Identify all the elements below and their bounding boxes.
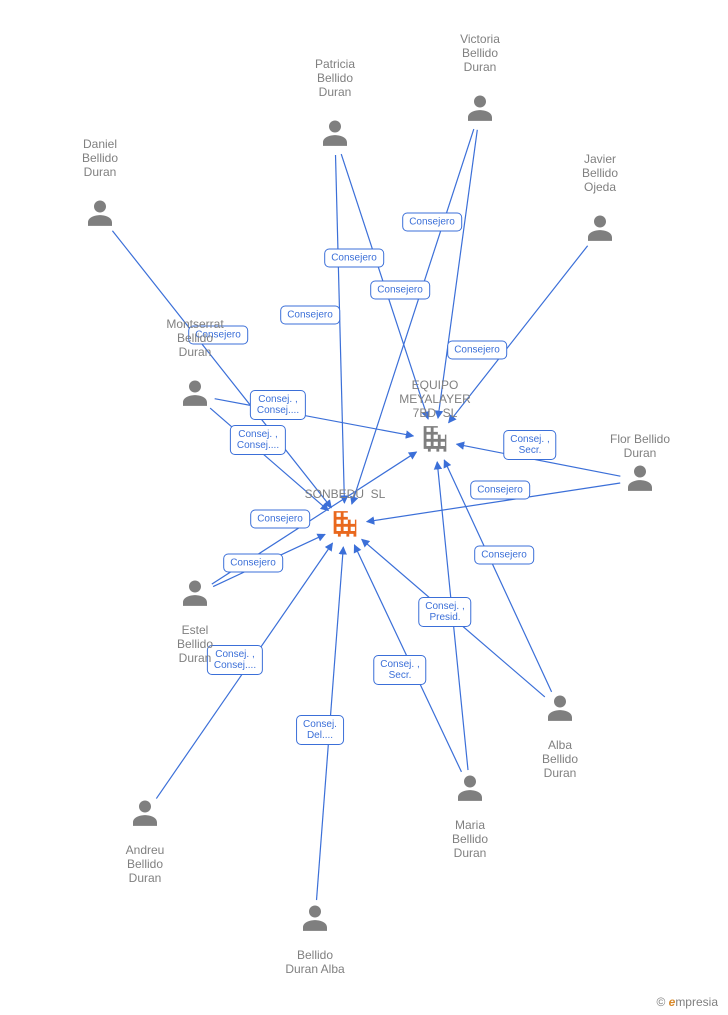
edge-label-montserrat-sonbedu: Consej. , Consej....	[230, 425, 286, 455]
edge-label-alba-sonbedu: Consej. , Presid.	[418, 597, 471, 627]
node-label-montserrat: Montserrat Bellido Duran	[166, 317, 223, 359]
building-icon[interactable]	[328, 506, 362, 545]
edge-label-victoria-equipo: Consejero	[402, 213, 462, 232]
person-icon[interactable]	[454, 772, 486, 809]
node-label-flor: Flor Bellido Duran	[610, 432, 670, 460]
node-label-estel: Estel Bellido Duran	[177, 623, 213, 665]
node-label-alba: Alba Bellido Duran	[542, 738, 578, 780]
node-label-daniel: Daniel Bellido Duran	[82, 137, 118, 179]
credit: © empresia	[656, 995, 718, 1009]
edge-label-patricia-sonbedu: Consejero	[280, 306, 340, 325]
node-label-javier: Javier Bellido Ojeda	[582, 152, 618, 194]
edge-label-andreu-sonbedu: Consej. , Consej....	[207, 645, 263, 675]
person-icon[interactable]	[464, 92, 496, 129]
node-label-bellido_da: Bellido Duran Alba	[285, 948, 344, 976]
credit-copyright: ©	[656, 995, 665, 1009]
person-icon[interactable]	[179, 577, 211, 614]
edge-daniel-sonbedu	[112, 231, 331, 508]
credit-brand-rest: mpresia	[675, 995, 718, 1009]
edge-label-javier-equipo: Consejero	[447, 341, 507, 360]
node-label-maria: Maria Bellido Duran	[452, 818, 488, 860]
edge-label-bellido_da-sonbedu: Consej. Del....	[296, 715, 344, 745]
person-icon[interactable]	[179, 377, 211, 414]
building-icon[interactable]	[418, 421, 452, 460]
person-icon[interactable]	[319, 117, 351, 154]
person-icon[interactable]	[584, 212, 616, 249]
edge-label-maria-sonbedu: Consej. , Secr.	[373, 655, 426, 685]
edge-label-victoria-sonbedu: Consejero	[370, 281, 430, 300]
person-icon[interactable]	[299, 902, 331, 939]
edge-patricia-sonbedu	[336, 155, 345, 503]
edge-label-patricia-equipo: Consejero	[324, 249, 384, 268]
edge-label-estel-sonbedu: Consejero	[223, 554, 283, 573]
edge-victoria-equipo	[438, 130, 477, 418]
edge-label-flor-sonbedu: Consejero	[470, 481, 530, 500]
node-label-victoria: Victoria Bellido Duran	[460, 32, 500, 74]
person-icon[interactable]	[84, 197, 116, 234]
edge-victoria-sonbedu	[352, 129, 474, 504]
person-icon[interactable]	[129, 797, 161, 834]
node-label-sonbedu: SONBEDU SL	[305, 487, 386, 501]
edge-label-alba-equipo: Consejero	[474, 546, 534, 565]
edge-label-estel-equipo: Consejero	[250, 510, 310, 529]
edge-label-flor-equipo: Consej. , Secr.	[503, 430, 556, 460]
person-icon[interactable]	[544, 692, 576, 729]
person-icon[interactable]	[624, 462, 656, 499]
node-label-andreu: Andreu Bellido Duran	[126, 843, 165, 885]
edge-label-montserrat-equipo: Consej. , Consej....	[250, 390, 306, 420]
node-label-patricia: Patricia Bellido Duran	[315, 57, 355, 99]
node-label-equipo: EQUIPO MEYALAYER 7BD SL	[399, 378, 471, 420]
